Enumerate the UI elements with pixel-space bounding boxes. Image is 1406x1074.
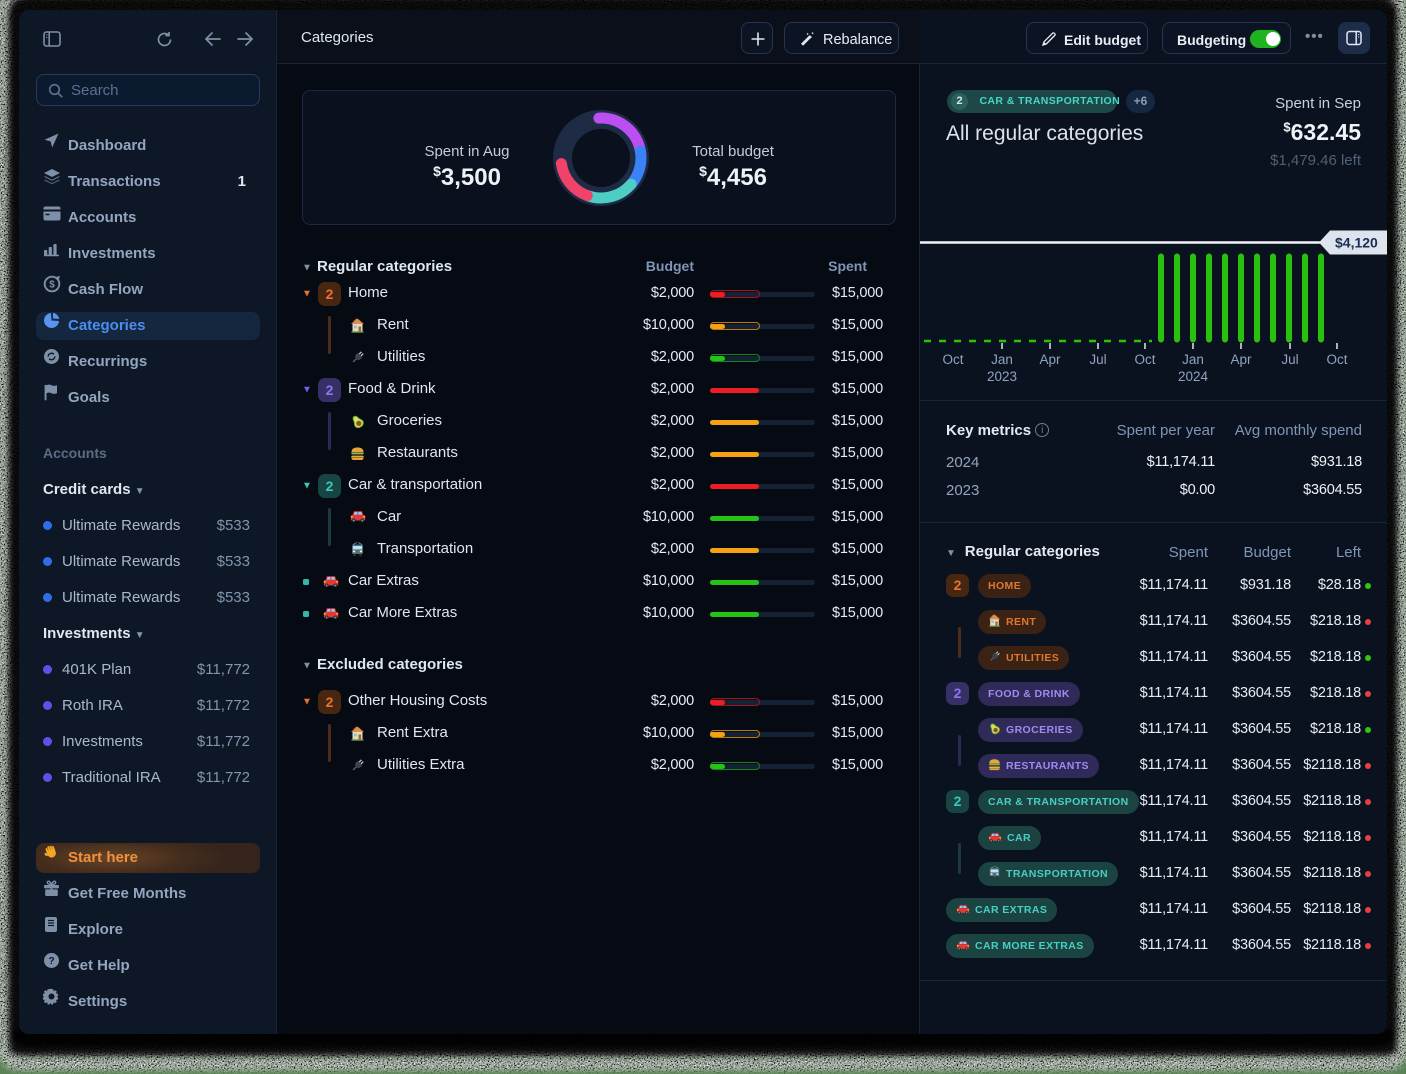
svg-text:Apr: Apr (1230, 352, 1252, 367)
svg-text:?: ? (48, 956, 54, 967)
svg-text:Jul: Jul (1281, 352, 1298, 367)
svg-text:Jan: Jan (991, 352, 1013, 367)
svg-text:Jan: Jan (1182, 352, 1204, 367)
svg-text:Oct: Oct (1326, 352, 1347, 367)
svg-text:2023: 2023 (987, 369, 1017, 384)
svg-text:$4,120: $4,120 (1335, 235, 1378, 251)
svg-text:$: $ (49, 279, 55, 290)
svg-text:2024: 2024 (1178, 369, 1209, 384)
svg-text:Jul: Jul (1089, 352, 1106, 367)
svg-text:Oct: Oct (942, 352, 963, 367)
svg-text:Apr: Apr (1039, 352, 1061, 367)
svg-text:Oct: Oct (1134, 352, 1155, 367)
